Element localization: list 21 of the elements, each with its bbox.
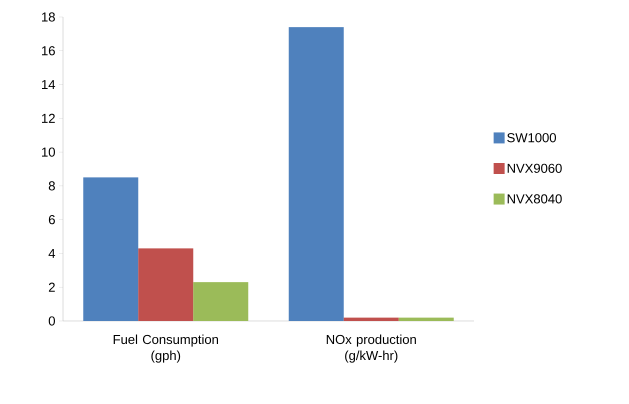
bar bbox=[193, 282, 248, 321]
y-tick-label: 4 bbox=[48, 248, 56, 258]
y-tick-label: 16 bbox=[42, 46, 55, 56]
y-tick-label: 10 bbox=[42, 147, 55, 157]
x-tick-label: Fuel Consumption (gph) bbox=[114, 334, 218, 363]
bar bbox=[138, 248, 194, 321]
y-tick-label: 18 bbox=[42, 12, 55, 22]
y-tick-label: 12 bbox=[42, 114, 55, 123]
y-tick-label: 14 bbox=[42, 80, 56, 90]
y-tick-label: 2 bbox=[48, 282, 55, 292]
y-tick-label: 0 bbox=[48, 316, 55, 326]
bar bbox=[398, 318, 454, 321]
legend-label: NVX8040 bbox=[508, 194, 562, 204]
bar bbox=[83, 177, 138, 321]
legend-label: NVX9060 bbox=[508, 164, 562, 173]
bar bbox=[344, 318, 399, 321]
bar bbox=[288, 27, 344, 321]
legend-label: SW1000 bbox=[507, 133, 556, 142]
y-tick-label: 8 bbox=[48, 181, 55, 190]
x-tick-label: NOx production (g/kW-hr) bbox=[326, 334, 416, 363]
y-tick-label: 6 bbox=[48, 215, 55, 224]
